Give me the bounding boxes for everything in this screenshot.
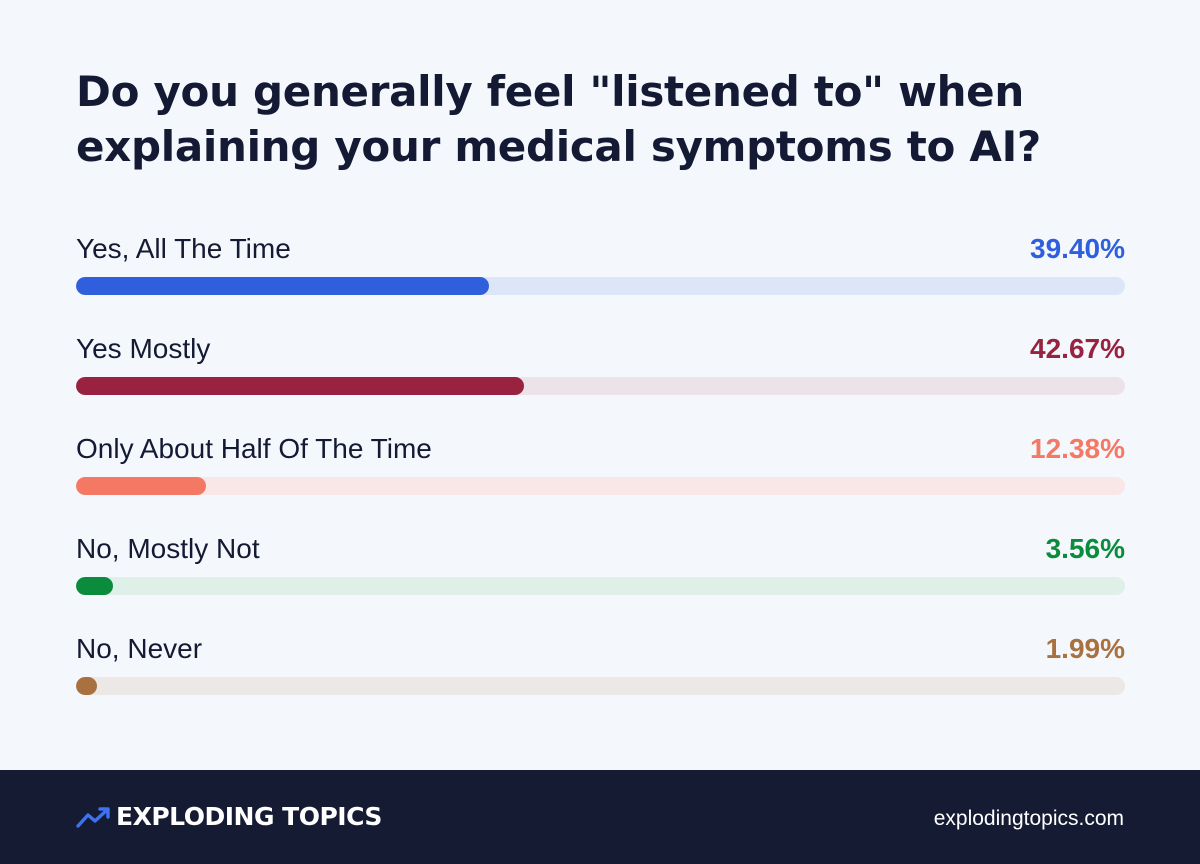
- trend-arrow-icon: [76, 807, 110, 828]
- bar-label: Yes Mostly: [76, 333, 211, 364]
- brand-name: EXPLODING TOPICS: [116, 802, 382, 831]
- bar-chart: Yes, All The Time 39.40% Yes Mostly 42.67% O…: [76, 228, 1125, 728]
- bar-label: Only About Half Of The Time: [76, 433, 432, 464]
- bar-track: [76, 377, 1125, 395]
- bar-row: Yes, All The Time 39.40%: [76, 228, 1125, 328]
- bar-track: [76, 277, 1125, 295]
- bar-value-label: 42.67%: [1030, 333, 1125, 364]
- bar-track: [76, 577, 1125, 595]
- site-url: explodingtopics.com: [933, 807, 1124, 830]
- bar: [76, 277, 490, 295]
- bar-value-label: 1.99%: [1045, 633, 1125, 664]
- bar-row: No, Never 1.99%: [76, 628, 1125, 728]
- bar: [76, 377, 524, 395]
- bar-label: No, Mostly Not: [76, 533, 260, 564]
- bar-track: [76, 677, 1125, 695]
- bar-value-label: 3.56%: [1045, 533, 1125, 564]
- bar: [76, 477, 206, 495]
- bar-row: Only About Half Of The Time 12.38%: [76, 428, 1125, 528]
- bar-value-label: 12.38%: [1030, 433, 1125, 464]
- bar-label: Yes, All The Time: [76, 233, 291, 264]
- bar-track: [76, 477, 1125, 495]
- bar-row: Yes Mostly 42.67%: [76, 328, 1125, 428]
- footer: EXPLODING TOPICS explodingtopics.com: [0, 770, 1200, 864]
- bar-label: No, Never: [76, 633, 203, 664]
- bar: [76, 577, 114, 595]
- brand-logo: EXPLODING TOPICS: [76, 800, 382, 834]
- bar-row: No, Mostly Not 3.56%: [76, 528, 1125, 628]
- bar: [76, 677, 97, 695]
- chart-title: Do you generally feel "listened to" when…: [76, 67, 1041, 171]
- bar-value-label: 39.40%: [1030, 233, 1125, 264]
